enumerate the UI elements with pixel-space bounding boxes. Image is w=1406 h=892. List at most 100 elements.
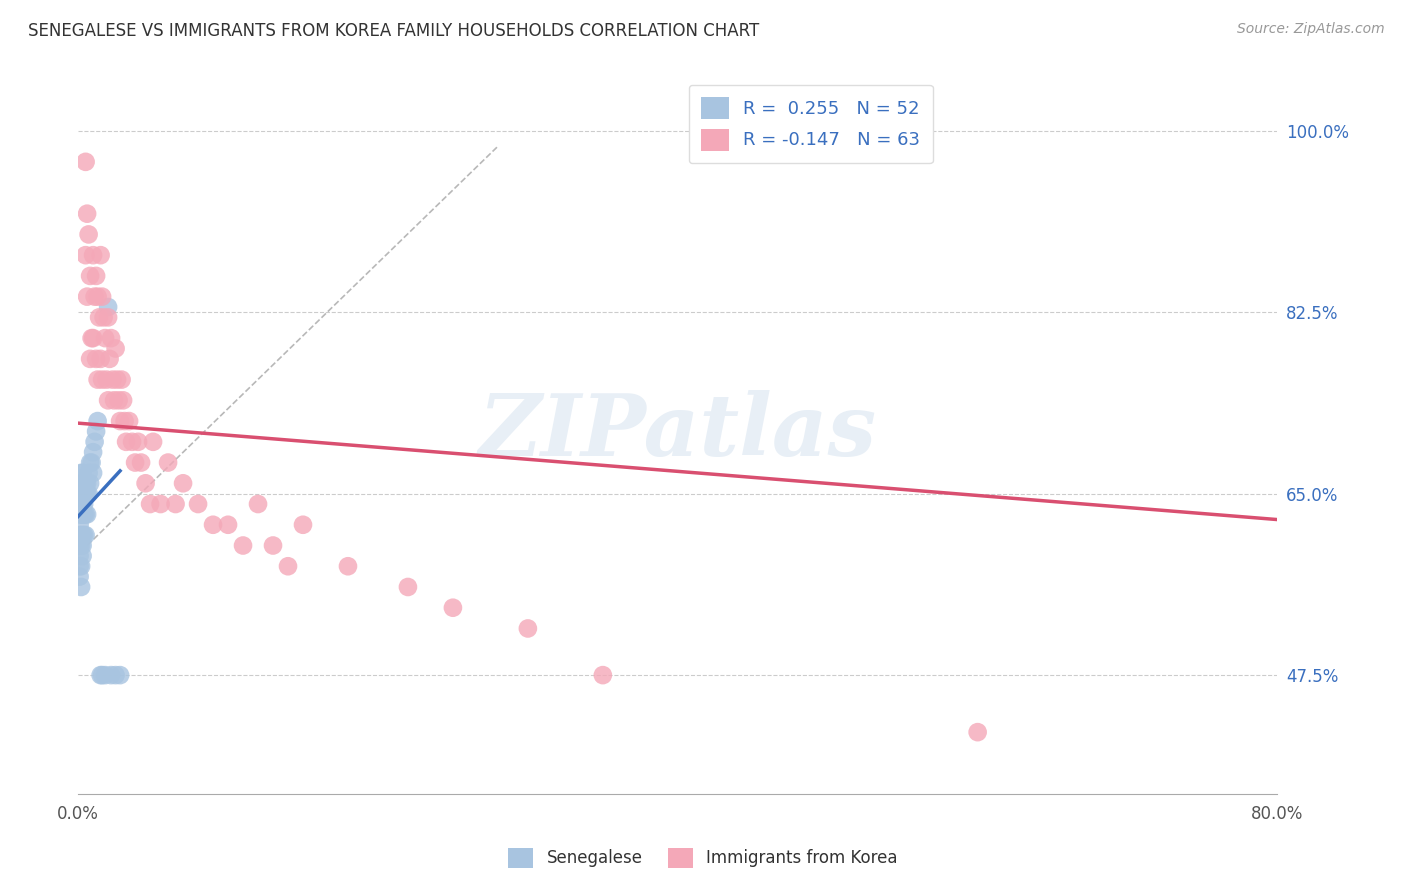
Point [75,154,97,169]
Point [79,476,101,491]
Point [73,486,96,500]
Point [165,497,187,511]
Point [103,393,125,408]
Point [70,539,93,553]
Point [115,434,138,449]
Text: SENEGALESE VS IMMIGRANTS FROM KOREA FAMILY HOUSEHOLDS CORRELATION CHART: SENEGALESE VS IMMIGRANTS FROM KOREA FAMI… [28,22,759,40]
Point [86,414,108,428]
Point [73,528,96,542]
Point [114,414,136,428]
Point [69,508,91,522]
Point [108,414,131,428]
Point [79,456,101,470]
Point [83,290,105,304]
Legend: R =  0.255   N = 52, R = -0.147   N = 63: R = 0.255 N = 52, R = -0.147 N = 63 [689,85,932,163]
Legend: Senegalese, Immigrants from Korea: Senegalese, Immigrants from Korea [502,841,904,875]
Point [336,559,359,574]
Point [84,351,107,366]
Point [75,248,97,262]
Point [82,466,104,480]
Point [73,497,96,511]
Point [124,456,146,470]
Point [100,668,122,682]
Point [142,434,165,449]
Point [97,300,120,314]
Point [94,668,117,682]
Point [76,476,98,491]
Point [76,508,98,522]
Point [69,528,91,542]
Point [277,559,299,574]
Point [69,517,91,532]
Point [104,342,127,356]
Point [83,434,105,449]
Text: Source: ZipAtlas.com: Source: ZipAtlas.com [1237,22,1385,37]
Point [70,476,93,491]
Point [966,725,988,739]
Point [90,248,112,262]
Point [149,497,172,511]
Point [75,476,97,491]
Point [112,393,135,408]
Point [93,310,115,325]
Point [87,310,110,325]
Point [69,569,91,583]
Point [157,456,180,470]
Point [217,517,239,532]
Point [292,517,315,532]
Point [80,456,103,470]
Point [70,528,93,542]
Point [91,373,114,387]
Point [101,373,124,387]
Point [247,497,270,511]
Point [76,290,98,304]
Point [107,393,129,408]
Point [82,248,104,262]
Point [72,486,94,500]
Point [139,497,162,511]
Point [105,373,128,387]
Point [396,580,419,594]
Point [72,497,94,511]
Point [72,508,94,522]
Point [70,466,93,480]
Point [70,497,93,511]
Point [86,373,108,387]
Point [100,331,122,345]
Point [72,549,94,563]
Point [172,476,194,491]
Point [94,331,117,345]
Point [441,600,464,615]
Point [70,559,93,574]
Point [72,539,94,553]
Point [72,528,94,542]
Point [77,486,100,500]
Point [69,486,91,500]
Point [69,549,91,563]
Point [90,668,112,682]
Point [77,227,100,242]
Point [79,351,101,366]
Point [75,486,97,500]
Point [70,580,93,594]
Point [262,539,284,553]
Point [76,486,98,500]
Point [82,331,104,345]
Point [69,559,91,574]
Point [72,466,94,480]
Point [110,373,132,387]
Point [97,393,120,408]
Point [127,434,149,449]
Point [80,331,103,345]
Point [91,668,114,682]
Point [118,414,141,428]
Point [121,434,143,449]
Point [69,497,91,511]
Point [79,268,101,283]
Point [516,622,538,636]
Point [75,508,97,522]
Point [187,497,209,511]
Point [592,668,614,682]
Point [135,476,157,491]
Point [69,539,91,553]
